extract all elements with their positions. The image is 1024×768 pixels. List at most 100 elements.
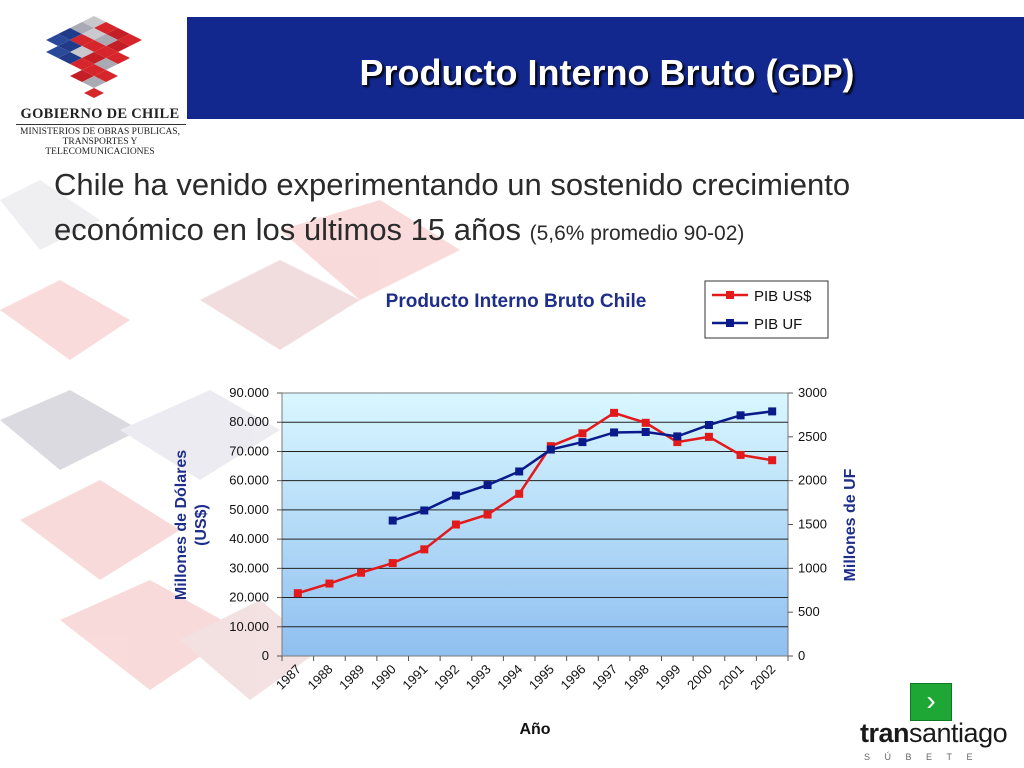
data-point-usd bbox=[641, 418, 650, 427]
x-tick-label: 1999 bbox=[652, 662, 683, 693]
right-tick-label: 500 bbox=[798, 604, 820, 619]
left-tick-label: 80.000 bbox=[229, 414, 269, 429]
right-tick-label: 3000 bbox=[798, 385, 827, 400]
data-point-usd bbox=[610, 408, 619, 417]
x-tick-label: 2001 bbox=[716, 662, 747, 693]
data-point-uf bbox=[704, 420, 713, 429]
left-tick-label: 40.000 bbox=[229, 531, 269, 546]
plot-area bbox=[281, 392, 789, 657]
x-tick-label: 1997 bbox=[589, 662, 620, 693]
data-point-usd bbox=[768, 456, 777, 465]
x-tick-label: 2002 bbox=[747, 662, 778, 693]
left-axis-ticks: 0 10.000 20.000 30.000 40.000 50.000 60.000 70.… bbox=[229, 385, 282, 663]
x-tick-label: 1993 bbox=[463, 662, 494, 693]
right-tick-label: 1500 bbox=[798, 517, 827, 532]
government-name: GOBIERNO DE CHILE bbox=[20, 106, 180, 122]
left-tick-label: 10.000 bbox=[229, 619, 269, 634]
header-band bbox=[187, 17, 1024, 119]
legend-marker-uf bbox=[726, 319, 734, 327]
right-tick-label: 0 bbox=[798, 648, 805, 663]
x-tick-label: 1995 bbox=[526, 662, 557, 693]
x-tick-label: 1994 bbox=[494, 662, 525, 693]
x-tick-label: 2000 bbox=[684, 662, 715, 693]
x-tick-label: 1990 bbox=[368, 662, 399, 693]
data-point-usd bbox=[293, 589, 302, 598]
left-tick-label: 90.000 bbox=[229, 385, 269, 400]
left-tick-label: 20.000 bbox=[229, 590, 269, 605]
right-tick-label: 2000 bbox=[798, 473, 827, 488]
data-point-usd bbox=[483, 510, 492, 519]
left-tick-label: 70.000 bbox=[229, 443, 269, 458]
ministry-line-3: TELECOMUNICACIONES bbox=[45, 147, 155, 157]
ministry-line-1: MINISTERIOS DE OBRAS PUBLICAS, bbox=[20, 127, 180, 137]
legend-label-usd: PIB US$ bbox=[754, 288, 812, 305]
data-point-usd bbox=[420, 545, 429, 554]
data-point-uf bbox=[451, 491, 460, 500]
data-point-uf bbox=[420, 506, 429, 515]
next-slide-button[interactable]: › bbox=[910, 683, 952, 721]
legend: PIB US$ PIB UF bbox=[704, 280, 829, 339]
slide-title: Producto Interno Bruto (GDP) bbox=[190, 52, 1024, 94]
x-axis-label: Año bbox=[519, 721, 550, 738]
data-point-usd bbox=[451, 520, 460, 529]
legend-box bbox=[704, 280, 829, 339]
left-tick-label: 30.000 bbox=[229, 560, 269, 575]
title-gdp: GDP bbox=[777, 59, 843, 92]
intro-note: (5,6% promedio 90-02) bbox=[529, 222, 745, 245]
brand-bold: tran bbox=[860, 718, 910, 748]
x-tick-label: 1992 bbox=[431, 662, 462, 693]
data-point-uf bbox=[515, 467, 524, 476]
data-point-uf bbox=[610, 428, 619, 437]
data-point-usd bbox=[325, 579, 334, 588]
data-point-usd bbox=[736, 450, 745, 459]
y-axis-label-right: Millones de UF bbox=[842, 468, 859, 581]
government-logo bbox=[46, 16, 142, 98]
x-tick-label: 1987 bbox=[273, 662, 304, 693]
legend-marker-usd bbox=[726, 291, 734, 299]
title-main: Producto Interno Bruto ( bbox=[359, 52, 778, 93]
data-point-usd bbox=[515, 489, 524, 498]
chart-title: Producto Interno Bruto Chile bbox=[386, 291, 647, 312]
series-line-usd bbox=[297, 411, 773, 595]
left-tick-label: 60.000 bbox=[229, 473, 269, 488]
x-axis-ticks: 1987 1988 1989 1990 1991 1992 1993 1994 1995 1996… bbox=[273, 656, 789, 693]
x-tick-label: 1998 bbox=[621, 662, 652, 693]
data-point-usd bbox=[673, 438, 682, 447]
brand-regular: santiago bbox=[909, 718, 1008, 748]
title-close: ) bbox=[842, 52, 855, 93]
y-axis-label-left-line2: (US$) bbox=[193, 504, 210, 546]
legend-label-uf: PIB UF bbox=[754, 316, 802, 333]
data-point-usd bbox=[388, 559, 397, 568]
x-tick-label: 1988 bbox=[305, 662, 336, 693]
data-point-uf bbox=[736, 411, 745, 420]
data-point-usd bbox=[704, 432, 713, 441]
series-lines bbox=[293, 407, 777, 598]
data-point-uf bbox=[388, 516, 397, 525]
right-tick-label: 1000 bbox=[798, 560, 827, 575]
data-point-usd bbox=[357, 568, 366, 577]
brand-tagline: SÚBETE bbox=[864, 752, 988, 762]
ministry-line-2: TRANSPORTES Y bbox=[62, 137, 138, 147]
data-point-uf bbox=[768, 407, 777, 416]
data-point-uf bbox=[546, 445, 555, 454]
x-tick-label: 1991 bbox=[399, 662, 430, 693]
left-tick-label: 50.000 bbox=[229, 502, 269, 517]
data-point-uf bbox=[578, 438, 587, 447]
gridlines bbox=[282, 421, 788, 628]
data-point-uf bbox=[483, 481, 492, 490]
right-axis-ticks: 0 500 1000 1500 2000 2500 3000 bbox=[788, 385, 827, 663]
right-tick-label: 2500 bbox=[798, 429, 827, 444]
x-tick-label: 1989 bbox=[336, 662, 367, 693]
y-axis-label-left-line1: Millones de Dólares bbox=[173, 450, 190, 600]
intro-text: Chile ha venido experimentando un sosten… bbox=[54, 162, 984, 256]
logo-divider bbox=[16, 124, 186, 125]
data-point-uf bbox=[673, 432, 682, 441]
data-point-uf bbox=[641, 428, 650, 437]
intro-main: Chile ha venido experimentando un sosten… bbox=[54, 167, 851, 247]
x-tick-label: 1996 bbox=[558, 662, 589, 693]
transantiago-logo: transantiago bbox=[860, 718, 1008, 749]
left-tick-label: 0 bbox=[262, 648, 269, 663]
data-point-usd bbox=[578, 429, 587, 438]
